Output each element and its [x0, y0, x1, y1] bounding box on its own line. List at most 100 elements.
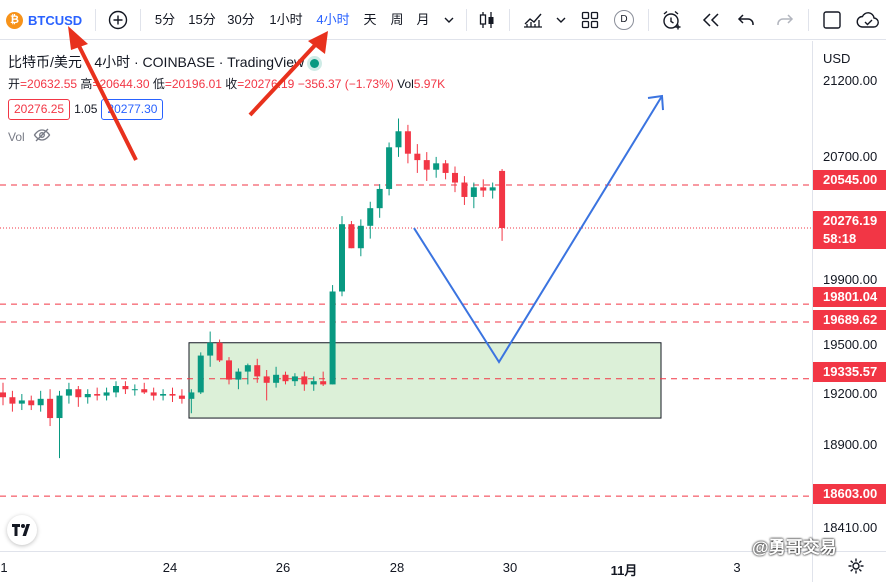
- top-toolbar: ₿ BTCUSD 5分 15分 30分 1小时 4小时 天 周 月 D: [0, 0, 886, 40]
- volume-value: 5.97K: [413, 77, 446, 91]
- hidden-eye-crossed-icon[interactable]: [33, 128, 51, 145]
- high-value: =20644.30: [92, 77, 150, 91]
- candle-body: [18, 400, 25, 404]
- candle-body: [442, 163, 449, 173]
- timeframe-15m[interactable]: 15分: [188, 12, 216, 27]
- toolbar-divider: [140, 9, 141, 31]
- candle-body: [9, 397, 16, 404]
- candle-body: [141, 389, 148, 393]
- low-label: 低: [152, 77, 165, 91]
- candle-body: [75, 389, 82, 398]
- price-axis[interactable]: USD 21200.00 20700.00 19900.00 19500.00 …: [812, 41, 886, 551]
- time-label: 3: [733, 560, 741, 575]
- data-window-button[interactable]: D: [611, 7, 637, 33]
- replay-rewind-icon[interactable]: [698, 7, 724, 33]
- author-watermark: @勇哥交易: [752, 538, 837, 557]
- tradingview-logo-icon[interactable]: [7, 515, 37, 545]
- candle-body: [395, 131, 402, 148]
- volume-indicator-legend[interactable]: Vol: [8, 128, 51, 145]
- time-label: 1: [0, 560, 8, 575]
- price-label: 18410.00: [823, 520, 878, 535]
- chart-pane[interactable]: [0, 41, 812, 551]
- candle-body: [282, 374, 289, 382]
- symbol-search-button[interactable]: ₿ BTCUSD: [6, 7, 82, 33]
- chart-canvas[interactable]: [0, 41, 812, 551]
- candle-body: [452, 172, 458, 183]
- time-label: 26: [275, 560, 291, 575]
- open-label: 开: [8, 77, 21, 91]
- indicators-icon[interactable]: [520, 7, 546, 33]
- indicators-chevron-down-icon[interactable]: [548, 7, 574, 33]
- toolbar-divider: [648, 9, 649, 31]
- buy-price-button[interactable]: 20277.30: [101, 98, 164, 120]
- timeframe-5m[interactable]: 5分: [154, 12, 176, 27]
- candle-body: [216, 342, 223, 361]
- timeframe-4h[interactable]: 4小时: [316, 12, 350, 27]
- compare-symbol-add-icon[interactable]: [105, 7, 131, 33]
- market-open-status-icon: [310, 58, 320, 68]
- time-label: 30: [502, 560, 518, 575]
- alert-clock-add-icon[interactable]: [659, 7, 685, 33]
- candle-body: [94, 394, 101, 396]
- candle-body: [414, 153, 421, 161]
- currency-selector[interactable]: USD: [823, 51, 851, 66]
- candle-body: [357, 225, 364, 249]
- toolbar-divider: [466, 9, 467, 31]
- timeframe-more-chevron-down-icon[interactable]: [436, 7, 462, 33]
- projection-path-line: [413, 95, 663, 364]
- candle-body: [244, 365, 251, 372]
- toolbar-divider: [95, 9, 96, 31]
- price-label: 18900.00: [823, 437, 878, 452]
- ohlc-values: 开=20632.55 高=20644.30 低=20196.01 收=20276…: [8, 75, 445, 92]
- candle-body: [207, 342, 214, 356]
- candle-body: [84, 394, 91, 398]
- candle-body: [28, 400, 35, 406]
- bid-ask-row: 20276.25 1.05 20277.30: [8, 98, 164, 120]
- candle-body: [386, 147, 393, 189]
- close-label: 收: [225, 77, 238, 91]
- spread-value: 1.05: [74, 102, 98, 116]
- sell-price-button[interactable]: 20276.25: [8, 98, 71, 120]
- timeframe-30m[interactable]: 30分: [227, 12, 255, 27]
- level-price-tag: 19335.57: [813, 362, 886, 382]
- fullscreen-square-icon[interactable]: [819, 7, 845, 33]
- time-axis[interactable]: 1 24 26 28 30 11月 3: [0, 551, 812, 582]
- timeframe-1d[interactable]: 天: [363, 12, 377, 27]
- layouts-grid-icon[interactable]: [577, 7, 603, 33]
- candles-chart-type-icon[interactable]: [474, 7, 500, 33]
- level-price-tag: 18603.00: [813, 484, 886, 504]
- candle-body: [56, 395, 63, 419]
- candle-body: [131, 389, 138, 391]
- candle-body: [329, 291, 336, 385]
- save-cloud-icon[interactable]: [855, 7, 881, 33]
- toolbar-divider: [509, 9, 510, 31]
- timeframe-1h[interactable]: 1小时: [269, 12, 303, 27]
- volume-label: Vol: [397, 77, 414, 91]
- candle-body: [197, 355, 204, 393]
- volume-indicator-label: Vol: [8, 129, 25, 144]
- undo-icon[interactable]: [733, 7, 759, 33]
- candle-body: [470, 187, 477, 197]
- level-price-tag: 20545.00: [813, 170, 886, 190]
- symbol-legend-title[interactable]: 比特币/美元 · 4小时 · COINBASE · TradingView: [8, 52, 320, 72]
- chart-settings-gear-icon[interactable]: [847, 557, 865, 575]
- price-label: 19900.00: [823, 272, 878, 287]
- candle-body: [320, 381, 327, 385]
- candle-body: [169, 394, 176, 396]
- timeframe-1w[interactable]: 周: [390, 12, 404, 27]
- time-label: 28: [389, 560, 405, 575]
- symbol-label: BTCUSD: [28, 12, 83, 28]
- current-price-tag: 20276.19 58:18: [813, 211, 886, 249]
- time-label: 11月: [610, 563, 638, 578]
- close-value: =20276.19: [237, 77, 295, 91]
- level-price-tag: 19689.62: [813, 310, 886, 330]
- demand-zone-rectangle: [188, 342, 662, 419]
- timeframe-1m[interactable]: 月: [416, 12, 430, 27]
- redo-icon[interactable]: [772, 7, 798, 33]
- current-price-value: 20276.19: [823, 213, 878, 228]
- candle-body: [489, 187, 496, 191]
- candle-body: [263, 376, 270, 383]
- candle-body: [150, 392, 157, 396]
- candle-body: [37, 398, 44, 406]
- candle-body: [291, 376, 298, 382]
